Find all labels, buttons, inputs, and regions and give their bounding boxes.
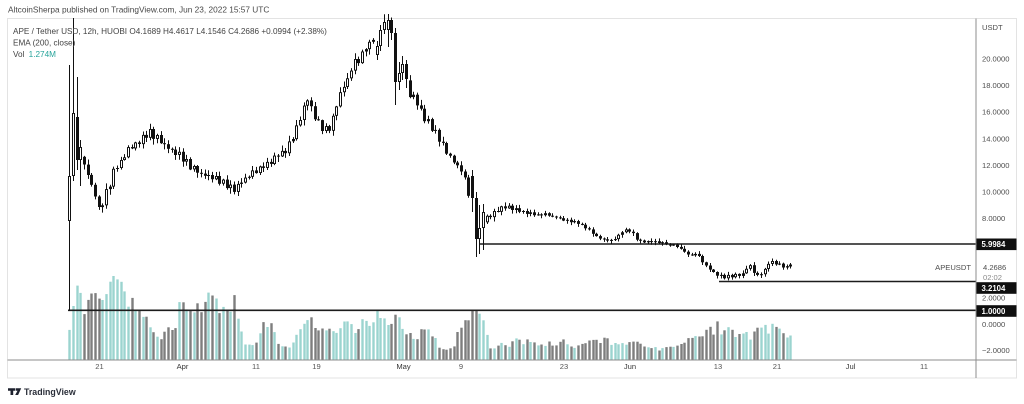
svg-text:May: May: [396, 362, 411, 371]
svg-text:19: 19: [312, 362, 320, 371]
svg-text:0.0000: 0.0000: [982, 320, 1005, 329]
svg-text:21: 21: [773, 362, 781, 371]
svg-text:EMA (200, close): EMA (200, close): [13, 38, 76, 47]
svg-text:APE / Tether USD, 12h, HUOBI: APE / Tether USD, 12h, HUOBI O4.1689 H4.…: [13, 27, 327, 36]
svg-text:8.0000: 8.0000: [982, 214, 1005, 223]
svg-text:Vol 1.274M: Vol 1.274M: [13, 50, 56, 59]
svg-text:Jul: Jul: [846, 362, 856, 371]
svg-text:16.0000: 16.0000: [982, 108, 1009, 117]
svg-text:TradingView: TradingView: [24, 387, 76, 397]
svg-text:USDT: USDT: [982, 23, 1003, 32]
svg-text:20.0000: 20.0000: [982, 55, 1009, 64]
svg-text:12.0000: 12.0000: [982, 161, 1009, 170]
svg-text:Apr: Apr: [177, 362, 189, 371]
svg-text:21: 21: [95, 362, 103, 371]
svg-text:−2.0000: −2.0000: [982, 346, 1010, 355]
svg-text:9: 9: [459, 362, 463, 371]
svg-text:1.0000: 1.0000: [982, 307, 1007, 316]
svg-text:10.0000: 10.0000: [982, 188, 1009, 197]
svg-text:23: 23: [560, 362, 568, 371]
svg-text:11: 11: [920, 362, 928, 371]
svg-text:2.0000: 2.0000: [982, 293, 1005, 302]
svg-text:11: 11: [252, 362, 260, 371]
svg-text:4.2686: 4.2686: [983, 263, 1006, 272]
svg-text:Jun: Jun: [624, 362, 636, 371]
svg-text:02:02: 02:02: [983, 273, 1002, 282]
svg-text:3.2104: 3.2104: [982, 284, 1007, 293]
svg-text:APEUSDT: APEUSDT: [935, 263, 971, 272]
svg-text:18.0000: 18.0000: [982, 81, 1009, 90]
svg-text:5.9984: 5.9984: [982, 240, 1007, 249]
svg-text:14.0000: 14.0000: [982, 134, 1009, 143]
svg-text:13: 13: [714, 362, 722, 371]
svg-text:AltcoinSherpa published on Tra: AltcoinSherpa published on TradingView.c…: [8, 5, 269, 15]
